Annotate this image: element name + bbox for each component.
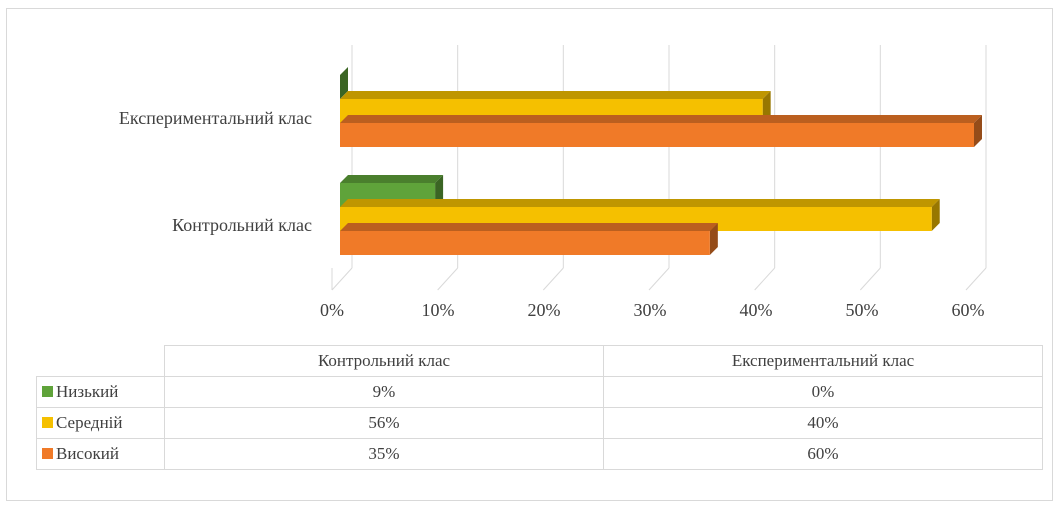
table-cell: 40% [603,407,1043,439]
table-row: Низький 9% 0% [36,376,1043,408]
bar-control-2-top [340,223,718,231]
bars [340,67,982,255]
gridline [965,267,987,291]
legend-key-medium: Середній [36,407,165,439]
category-labels: Експериментальний клас Контрольний клас [119,108,312,235]
table-cell: 35% [164,438,604,470]
gridline [331,267,353,291]
x-tick-label: 30% [634,300,667,320]
bar-control-1-top [340,199,940,207]
legend-key-low: Низький [36,376,165,408]
table-cell: 56% [164,407,604,439]
table-cell: 9% [164,376,604,408]
bar-control-2 [340,231,710,255]
chart-frame [6,8,1053,501]
data-table: Контрольний клас Експериментальний клас … [36,345,1043,470]
legend-swatch-high [42,448,53,459]
bar-experimental-2-top [340,115,982,123]
table-header-experimental: Експериментальний клас [603,345,1043,377]
gridline [859,267,881,291]
legend-label-high: Високий [56,444,119,463]
table-cell: 60% [603,438,1043,470]
bar-experimental-2 [340,123,974,147]
gridline [754,267,776,291]
bar-control-1-side [931,199,940,231]
table-corner-cell [36,345,165,377]
x-tick-label: 0% [320,300,344,320]
gridline [437,267,459,291]
gridline [542,267,564,291]
table-cell: 0% [603,376,1043,408]
x-tick-labels: 0% 10% 20% 30% 40% 50% 60% [320,300,985,320]
category-label-experimental: Експериментальний клас [119,108,312,128]
table-header-row: Контрольний клас Експериментальний клас [36,345,1043,377]
legend-label-medium: Середній [56,413,123,432]
gridline [648,267,670,291]
table-row: Середній 56% 40% [36,407,1043,439]
table-header-control: Контрольний клас [164,345,604,377]
category-label-control: Контрольний клас [172,215,312,235]
x-tick-label: 10% [422,300,455,320]
bar-chart: Експериментальний клас Контрольний клас … [119,45,987,320]
bar-experimental-1-top [340,91,771,99]
legend-key-high: Високий [36,438,165,470]
x-tick-label: 60% [952,300,985,320]
legend-swatch-medium [42,417,53,428]
bar-control-0-top [340,175,444,183]
x-tick-label: 40% [740,300,773,320]
legend-swatch-low [42,386,53,397]
x-tick-label: 20% [528,300,561,320]
bar-experimental-2-side [974,115,982,147]
table-row: Високий 35% 60% [36,438,1043,470]
x-tick-label: 50% [846,300,879,320]
bar-control-2-side [709,223,718,255]
legend-label-low: Низький [56,382,119,401]
bar-experimental-0-side [340,67,348,99]
